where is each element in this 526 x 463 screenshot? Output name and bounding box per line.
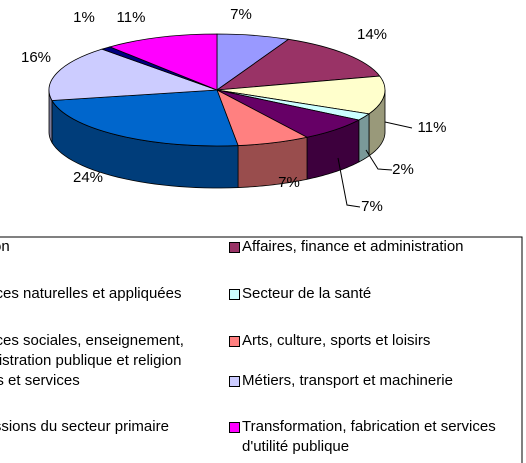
leader-line [337,157,361,208]
legend-swatch [229,422,240,433]
pie [48,33,386,189]
legend-label: Gestion [0,238,10,255]
legend-label: Sciences sociales, enseignement, adminis… [0,332,184,369]
legend-label: Secteur de la santé [242,285,372,302]
data-label: 7% [361,198,383,215]
legend-label: Ventes et services [0,372,80,389]
data-label: 11% [418,119,447,136]
slice [108,33,218,91]
slice [215,38,381,91]
slice-side [358,113,370,163]
legend-swatch [229,376,240,387]
data-label: 14% [357,26,387,43]
legend-label: Professions du secteur primaire [0,418,169,435]
data-label: 7% [278,174,300,191]
slice [48,48,218,101]
leader-line [365,149,393,171]
data-label: 11% [117,9,146,26]
legend-box [0,236,523,463]
data-label: 1% [73,9,95,26]
legend-swatch [229,242,240,253]
slice [51,89,239,147]
legend-label: Arts, culture, sports et loisirs [242,332,431,349]
legend-label: Transformation, fabrication et services … [242,418,496,455]
leader-line [384,121,413,129]
data-label: 24% [73,169,103,186]
data-label: 16% [21,49,51,66]
data-label: 2% [392,161,414,178]
slice [216,75,386,115]
data-label: 7% [230,6,252,23]
legend-label: Affaires, finance et administration [242,238,464,255]
legend-swatch [229,336,240,347]
legend-label: Métiers, transport et machinerie [242,372,453,389]
legend-swatch [229,289,240,300]
legend-label: Sciences naturelles et appliquées [0,285,182,302]
